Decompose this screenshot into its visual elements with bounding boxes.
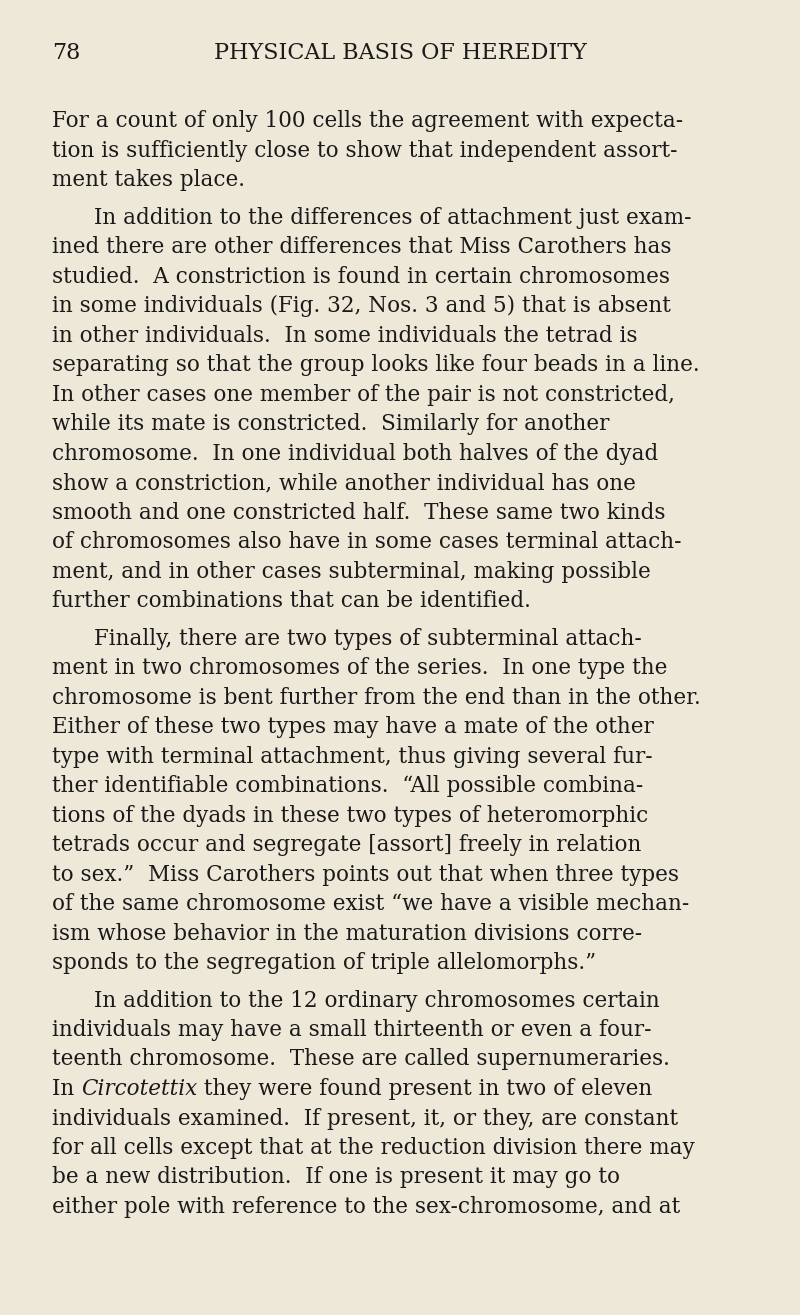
Text: ment in two chromosomes of the series.  In one type the: ment in two chromosomes of the series. I… [52,658,667,679]
Text: Finally, there are two types of subterminal attach-: Finally, there are two types of subtermi… [94,627,642,650]
Text: Either of these two types may have a mate of the other: Either of these two types may have a mat… [52,715,654,738]
Text: either pole with reference to the sex-chromosome, and at: either pole with reference to the sex-ch… [52,1197,680,1218]
Text: separating so that the group looks like four beads in a line.: separating so that the group looks like … [52,354,700,376]
Text: In addition to the 12 ordinary chromosomes certain: In addition to the 12 ordinary chromosom… [94,989,660,1011]
Text: PHYSICAL BASIS OF HEREDITY: PHYSICAL BASIS OF HEREDITY [214,42,586,64]
Text: ment takes place.: ment takes place. [52,170,245,191]
Text: individuals examined.  If present, it, or they, are constant: individuals examined. If present, it, or… [52,1107,678,1130]
Text: in other individuals.  In some individuals the tetrad is: in other individuals. In some individual… [52,325,638,346]
Text: tion is sufficiently close to show that independent assort-: tion is sufficiently close to show that … [52,139,678,162]
Text: individuals may have a small thirteenth or even a four-: individuals may have a small thirteenth … [52,1019,651,1041]
Text: show a constriction, while another individual has one: show a constriction, while another indiv… [52,472,636,494]
Text: ment, and in other cases subterminal, making possible: ment, and in other cases subterminal, ma… [52,560,650,583]
Text: 78: 78 [52,42,80,64]
Text: while its mate is constricted.  Similarly for another: while its mate is constricted. Similarly… [52,413,610,435]
Text: smooth and one constricted half.  These same two kinds: smooth and one constricted half. These s… [52,501,666,523]
Text: chromosome is bent further from the end than in the other.: chromosome is bent further from the end … [52,686,701,709]
Text: further combinations that can be identified.: further combinations that can be identif… [52,590,531,611]
Text: In other cases one member of the pair is not constricted,: In other cases one member of the pair is… [52,384,675,405]
Text: ism whose behavior in the maturation divisions corre-: ism whose behavior in the maturation div… [52,923,642,944]
Text: sponds to the segregation of triple allelomorphs.”: sponds to the segregation of triple alle… [52,952,596,974]
Text: type with terminal attachment, thus giving several fur-: type with terminal attachment, thus givi… [52,746,653,768]
Text: for all cells except that at the reduction division there may: for all cells except that at the reducti… [52,1137,694,1159]
Text: of the same chromosome exist “we have a visible mechan-: of the same chromosome exist “we have a … [52,893,690,915]
Text: studied.  A constriction is found in certain chromosomes: studied. A constriction is found in cert… [52,266,670,288]
Text: ined there are other differences that Miss Carothers has: ined there are other differences that Mi… [52,235,671,258]
Text: chromosome.  In one individual both halves of the dyad: chromosome. In one individual both halve… [52,443,658,464]
Text: teenth chromosome.  These are called supernumeraries.: teenth chromosome. These are called supe… [52,1048,670,1070]
Text: Circotettix: Circotettix [81,1078,198,1101]
Text: In: In [52,1078,81,1101]
Text: tetrads occur and segregate [assort] freely in relation: tetrads occur and segregate [assort] fre… [52,834,642,856]
Text: of chromosomes also have in some cases terminal attach-: of chromosomes also have in some cases t… [52,531,682,554]
Text: in some individuals (Fig. 32, Nos. 3 and 5) that is absent: in some individuals (Fig. 32, Nos. 3 and… [52,295,671,317]
Text: be a new distribution.  If one is present it may go to: be a new distribution. If one is present… [52,1166,620,1189]
Text: tions of the dyads in these two types of heteromorphic: tions of the dyads in these two types of… [52,805,648,827]
Text: to sex.”  Miss Carothers points out that when three types: to sex.” Miss Carothers points out that … [52,864,679,885]
Text: In addition to the differences of attachment just exam-: In addition to the differences of attach… [94,206,691,229]
Text: they were found present in two of eleven: they were found present in two of eleven [198,1078,653,1101]
Text: ther identifiable combinations.  “All possible combina-: ther identifiable combinations. “All pos… [52,775,643,797]
Text: For a count of only 100 cells the agreement with expecta-: For a count of only 100 cells the agreem… [52,110,683,132]
